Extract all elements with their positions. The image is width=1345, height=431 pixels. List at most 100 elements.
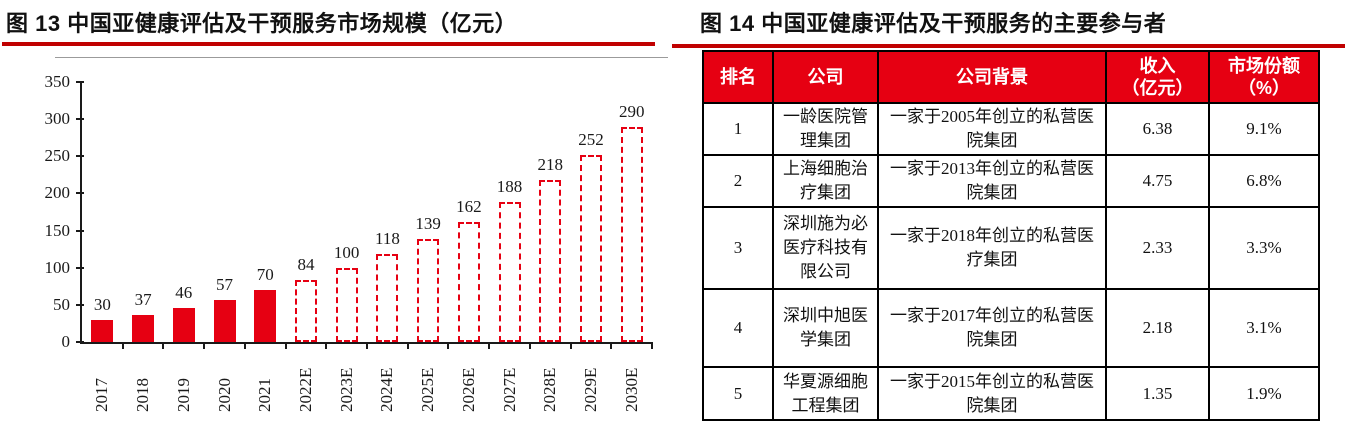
background-cell: 一家于2005年创立的私营医院集团 <box>877 102 1107 156</box>
x-tick-mark-7 <box>366 342 368 349</box>
revenue-cell: 1.35 <box>1105 366 1210 421</box>
share-cell: 3.1% <box>1208 288 1320 368</box>
y-tick-mark-350 <box>76 81 84 83</box>
y-tick-mark-250 <box>76 155 84 158</box>
x-label-2022E: 2022E <box>295 367 315 412</box>
x-tick-mark-5 <box>285 342 287 349</box>
bar-2028E <box>539 180 562 342</box>
company-cell: 一龄医院管理集团 <box>772 102 879 156</box>
x-label-2020: 2020 <box>214 378 234 412</box>
figure14-title: 图 14 中国亚健康评估及干预服务的主要参与者 <box>700 11 1167 36</box>
x-label-2028E: 2028E <box>540 367 560 412</box>
company-cell: 深圳中旭医学集团 <box>772 288 879 368</box>
y-tick-mark-200 <box>76 192 84 195</box>
bar-value-2018: 37 <box>134 290 152 309</box>
x-label-2019: 2019 <box>173 378 193 412</box>
bar-value-2023E: 100 <box>333 243 360 262</box>
y-tick-250: 250 <box>44 146 71 166</box>
rank-cell: 3 <box>702 206 774 290</box>
bar-value-2027E: 188 <box>496 177 523 196</box>
x-tick-mark-2 <box>162 342 164 349</box>
bar-2029E <box>579 155 602 342</box>
bar-value-2028E: 218 <box>537 155 564 174</box>
bar-2024E <box>376 254 399 342</box>
table-row-1: 1 一龄医院管理集团 一家于2005年创立的私营医院集团 6.38 9.1% <box>702 102 1320 156</box>
share-cell: 9.1% <box>1208 102 1320 156</box>
share-cell: 3.3% <box>1208 206 1320 290</box>
x-label-2018: 2018 <box>133 378 153 412</box>
bar-value-2026E: 162 <box>456 197 482 216</box>
participants-table: 排名 公司 公司背景 收入 （亿元） 市场份额 （%） 1 一龄医院管理集团 一家于2005… <box>702 50 1320 421</box>
bar-2020 <box>213 300 236 342</box>
bar-value-2020: 57 <box>216 275 234 294</box>
bar-slot-2024E: 118 <box>367 82 408 342</box>
column-header-3: 收入 （亿元） <box>1105 50 1210 104</box>
bar-slot-2026E: 162 <box>448 82 489 342</box>
bar-slot-2029E: 252 <box>571 82 612 342</box>
y-tick-350: 350 <box>44 72 71 91</box>
table-row-5: 5 华夏源细胞工程集团 一家于2015年创立的私营医院集团 1.35 1.9% <box>702 366 1320 421</box>
y-tick-mark-0 <box>76 341 84 343</box>
bar-2030E <box>620 127 643 342</box>
table-row-2: 2 上海细胞治疗集团 一家于2013年创立的私营医院集团 4.75 6.8% <box>702 154 1320 208</box>
header-row: 排名 公司 公司背景 收入 （亿元） 市场份额 （%） <box>702 50 1320 104</box>
x-tick-mark-3 <box>203 342 205 349</box>
company-cell: 深圳施为必医疗科技有限公司 <box>772 206 879 290</box>
bar-value-2030E: 290 <box>618 102 645 121</box>
figure13-title: 图 13 中国亚健康评估及干预服务市场规模（亿元） <box>6 11 518 36</box>
bar-value-2022E: 84 <box>297 255 315 274</box>
bar-slot-2027E: 188 <box>489 82 530 342</box>
y-tick-0: 0 <box>61 332 71 351</box>
y-tick-mark-100 <box>76 266 84 269</box>
bar-series: 30 37 46 57 70 84 100 118 139 162 188 218 252 290 <box>82 82 652 342</box>
bar-slot-2030E: 290 <box>611 82 652 342</box>
rank-cell: 1 <box>702 102 774 156</box>
x-label-2024E: 2024E <box>377 367 397 412</box>
x-tick-mark-1 <box>122 342 124 349</box>
bar-slot-2022E: 84 <box>286 82 327 342</box>
bar-value-2017: 30 <box>93 295 111 314</box>
bar-2023E <box>335 268 358 342</box>
company-cell: 上海细胞治疗集团 <box>772 154 879 208</box>
bar-2025E <box>417 239 440 342</box>
column-header-1: 公司 <box>772 50 879 104</box>
figure13-title-rule <box>2 42 655 46</box>
bar-2022E <box>294 280 317 342</box>
bar-slot-2028E: 218 <box>530 82 571 342</box>
participants-table-body: 1 一龄医院管理集团 一家于2005年创立的私营医院集团 6.38 9.1% 2 上海细胞治… <box>702 102 1320 421</box>
bar-value-2021: 70 <box>256 265 274 284</box>
share-cell: 6.8% <box>1208 154 1320 208</box>
bar-2017 <box>91 320 114 342</box>
bar-2026E <box>457 222 480 342</box>
x-label-2023E: 2023E <box>336 367 356 412</box>
y-tick-150: 150 <box>44 220 71 240</box>
background-cell: 一家于2017年创立的私营医院集团 <box>877 288 1107 368</box>
bar-value-2024E: 118 <box>374 229 400 248</box>
share-cell: 1.9% <box>1208 366 1320 421</box>
figure14-title-rule <box>672 44 1345 48</box>
x-label-2030E: 2030E <box>621 367 641 412</box>
bar-2019 <box>172 308 195 342</box>
x-tick-mark-8 <box>407 342 409 349</box>
background-cell: 一家于2015年创立的私营医院集团 <box>877 366 1107 421</box>
x-label-2017: 2017 <box>92 378 112 412</box>
x-label-2027E: 2027E <box>499 367 519 412</box>
y-tick-mark-300 <box>76 118 84 121</box>
rank-cell: 5 <box>702 366 774 421</box>
bar-slot-2020: 57 <box>204 82 245 342</box>
rank-cell: 4 <box>702 288 774 368</box>
bar-slot-2017: 30 <box>82 82 123 342</box>
y-tick-100: 100 <box>44 257 71 277</box>
table-row-3: 3 深圳施为必医疗科技有限公司 一家于2018年创立的私营医疗集团 2.33 3.3% <box>702 206 1320 290</box>
column-header-4: 市场份额 （%） <box>1208 50 1320 104</box>
column-header-2: 公司背景 <box>877 50 1107 104</box>
bar-slot-2018: 37 <box>123 82 164 342</box>
bar-slot-2019: 46 <box>163 82 204 342</box>
y-tick-200: 200 <box>44 183 71 203</box>
revenue-cell: 6.38 <box>1105 102 1210 156</box>
revenue-cell: 2.33 <box>1105 206 1210 290</box>
bar-2018 <box>132 315 155 342</box>
x-tick-mark-10 <box>488 342 490 349</box>
x-label-2021: 2021 <box>255 378 275 412</box>
rank-cell: 2 <box>702 154 774 208</box>
